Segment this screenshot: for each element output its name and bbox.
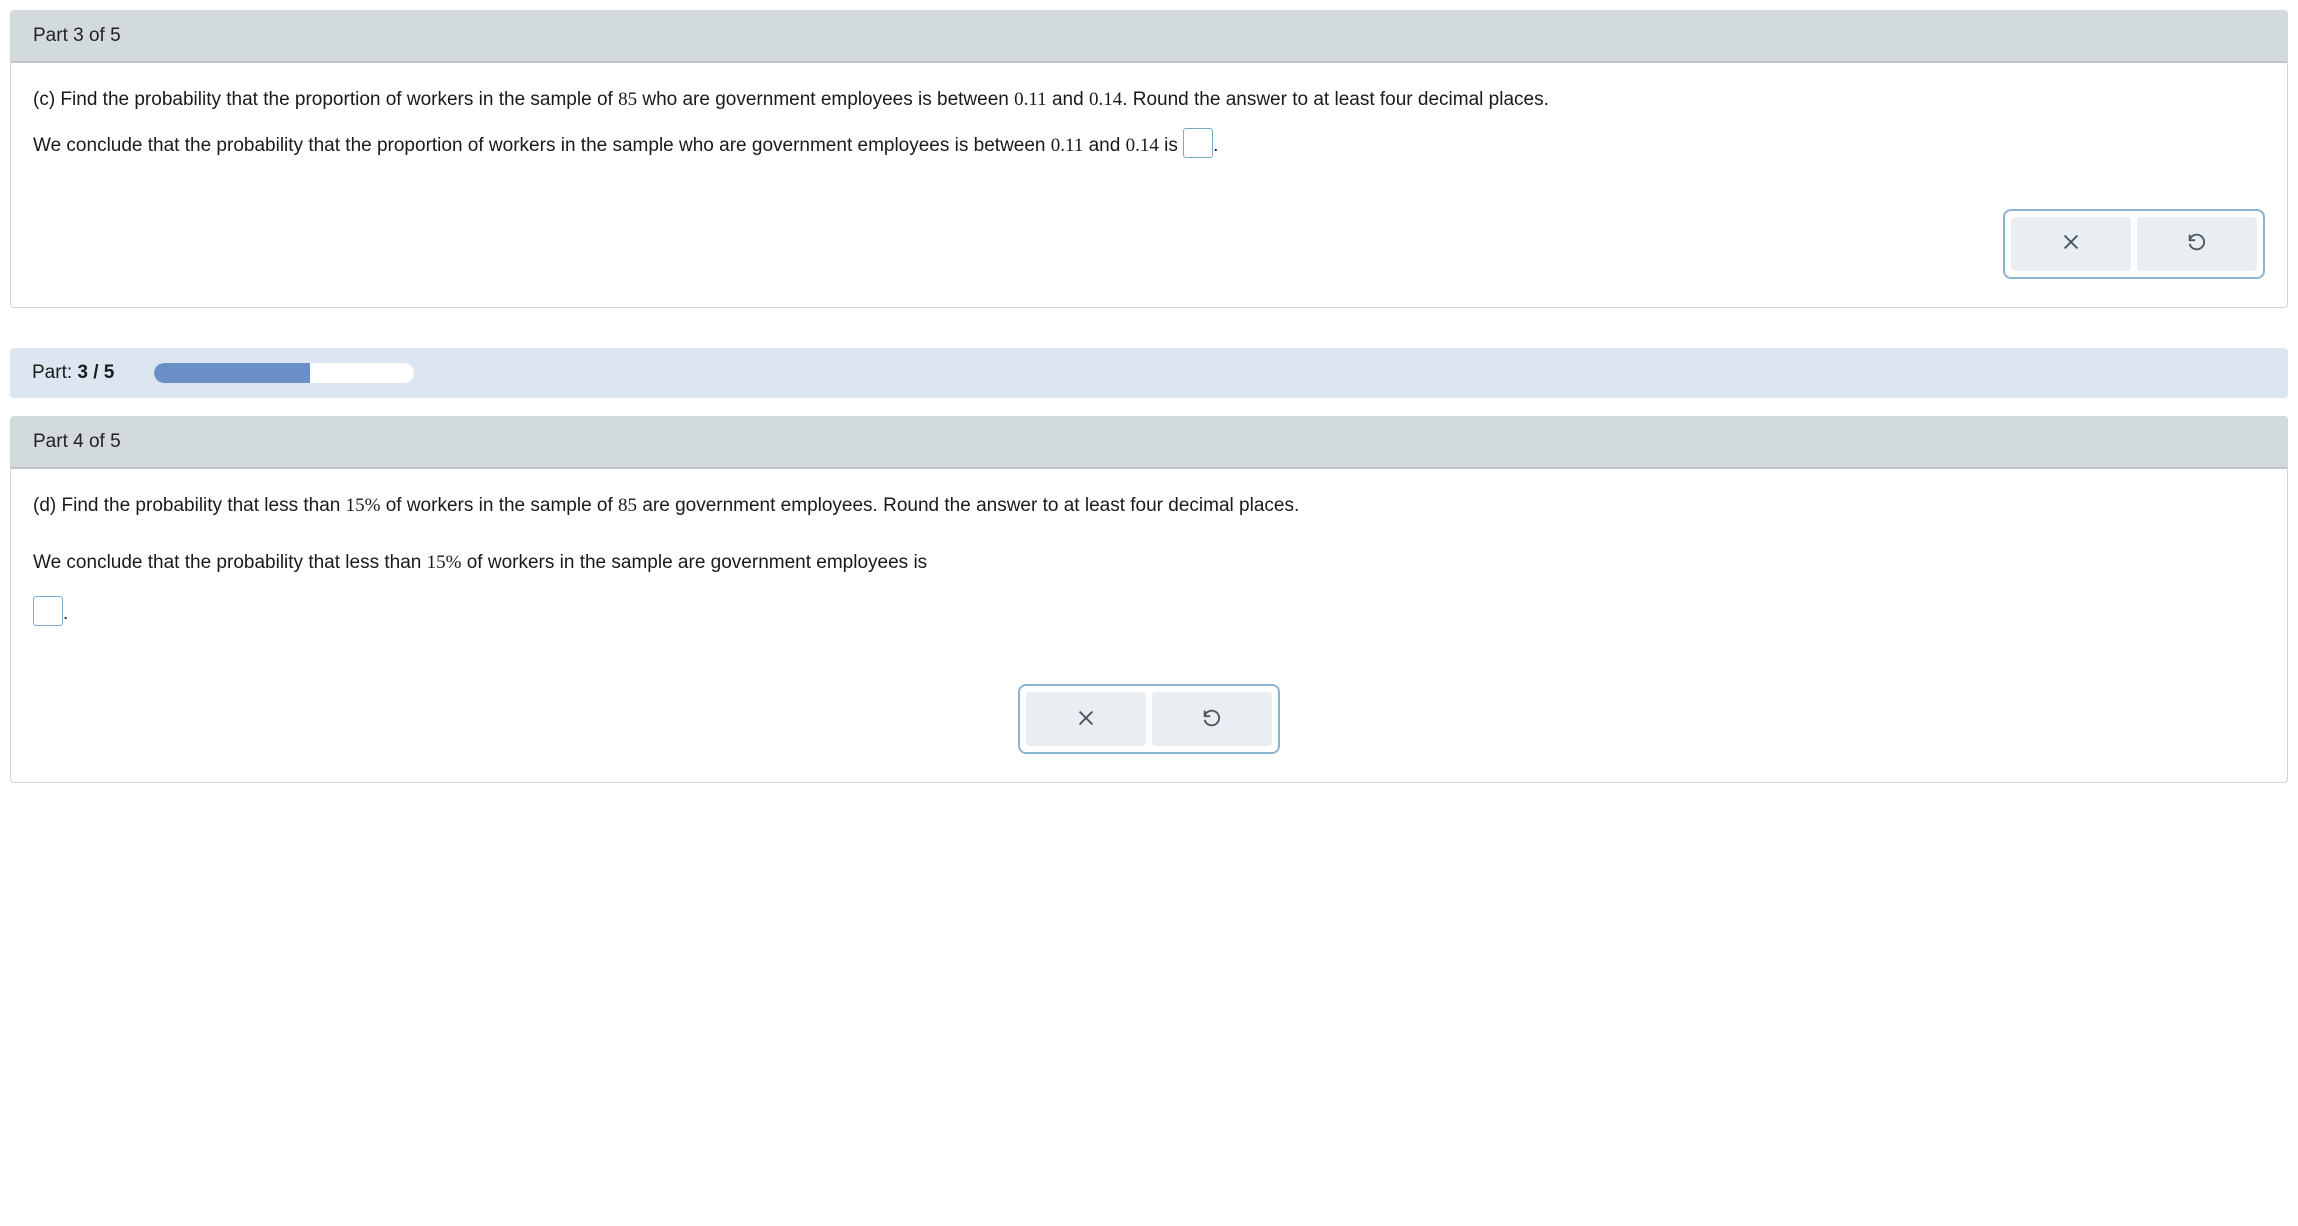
progress-track	[154, 363, 414, 383]
c4-suffix: of workers in the sample are government …	[461, 552, 927, 573]
part4-actions	[33, 684, 2265, 754]
undo-icon	[2186, 231, 2208, 256]
part3-clear-button[interactable]	[2011, 217, 2131, 271]
part4-body: (d) Find the probability that less than …	[11, 469, 2287, 782]
close-icon	[1075, 707, 1097, 732]
part3-question: (c) Find the probability that the propor…	[33, 85, 2265, 114]
close-icon	[2060, 231, 2082, 256]
c3-mid: and	[1083, 135, 1125, 156]
c4-period: .	[63, 603, 68, 624]
q3-high: 0.14	[1089, 89, 1122, 110]
q3-mid1: who are government employees is between	[637, 89, 1014, 110]
part3-actions	[33, 209, 2265, 279]
q4-pct: 15%	[346, 495, 381, 516]
q4-n: 85	[618, 495, 637, 516]
q3-suffix: . Round the answer to at least four deci…	[1122, 89, 1549, 110]
part4-clear-button[interactable]	[1026, 692, 1146, 746]
progress-fill	[154, 363, 310, 383]
c4-pct: 15%	[427, 552, 462, 573]
progress-value: 3 / 5	[77, 362, 114, 383]
part3-header: Part 3 of 5	[11, 11, 2287, 63]
c3-high: 0.14	[1126, 135, 1159, 156]
part3-panel: Part 3 of 5 (c) Find the probability tha…	[10, 10, 2288, 308]
progress-label: Part: 3 / 5	[32, 362, 114, 384]
part3-reset-button[interactable]	[2137, 217, 2257, 271]
c4-prefix: We conclude that the probability that le…	[33, 552, 427, 573]
q3-low: 0.11	[1014, 89, 1047, 110]
part4-reset-button[interactable]	[1152, 692, 1272, 746]
undo-icon	[1201, 707, 1223, 732]
part3-answer-input[interactable]	[1183, 128, 1213, 158]
progress-row: Part: 3 / 5	[10, 348, 2288, 398]
part4-panel: Part 4 of 5 (d) Find the probability tha…	[10, 416, 2288, 783]
progress-prefix: Part:	[32, 362, 77, 383]
c3-period: .	[1213, 135, 1218, 156]
part3-conclusion: We conclude that the probability that th…	[33, 128, 2265, 160]
q4-mid1: of workers in the sample of	[380, 495, 618, 516]
q3-and: and	[1047, 89, 1089, 110]
part4-header: Part 4 of 5	[11, 417, 2287, 469]
c3-suffix: is	[1159, 135, 1183, 156]
q3-n: 85	[618, 89, 637, 110]
part4-answer-input[interactable]	[33, 596, 63, 626]
c3-low: 0.11	[1051, 135, 1084, 156]
part4-conclusion: We conclude that the probability that le…	[33, 548, 2265, 577]
q4-suffix: are government employees. Round the answ…	[637, 495, 1299, 516]
part4-action-group	[1018, 684, 1280, 754]
part3-action-group	[2003, 209, 2265, 279]
q3-prefix: (c) Find the probability that the propor…	[33, 89, 618, 110]
c3-prefix: We conclude that the probability that th…	[33, 135, 1051, 156]
q4-prefix: (d) Find the probability that less than	[33, 495, 346, 516]
part3-body: (c) Find the probability that the propor…	[11, 63, 2287, 307]
part4-answer-line: .	[33, 596, 2265, 628]
part4-question: (d) Find the probability that less than …	[33, 491, 2265, 520]
